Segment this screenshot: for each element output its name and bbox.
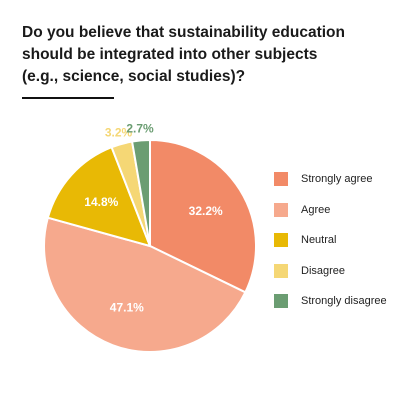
chart-title: Do you believe that sustainability educa… [22,22,392,88]
legend-item-disagree: Disagree [274,263,404,278]
legend-label: Strongly disagree [301,295,387,307]
pie-slice-neutral [46,145,152,248]
data-label-neutral: 14.8% [84,195,118,209]
legend-label: Strongly agree [301,173,373,185]
chart-title-line: (e.g., science, social studies)? [22,68,246,85]
data-label-strongly-agree: 32.2% [189,204,223,218]
data-label-agree: 47.1% [110,301,144,315]
pie-slice-strongly-agree [149,138,257,294]
pie-slice-strongly-disagree [130,138,151,247]
legend-label: Disagree [301,264,346,277]
legend-item-strongly-disagree: Strongly disagree [274,294,404,308]
chart-title-line: Do you believe that sustainability educa… [22,24,345,41]
legend-label: Neutral [301,234,337,246]
legend-item-agree: Agree [274,202,404,217]
chart-legend: Strongly agree Agree Neutral Disagree St… [274,172,404,325]
legend-swatch [274,202,288,217]
chart-title-line: should be integrated into other subjects [22,46,318,63]
data-label-disagree: 3.2% [105,125,133,139]
data-label-strongly-disagree: 2.7% [126,121,154,135]
pie-slice-agree [43,216,247,353]
legend-label: Agree [301,203,331,216]
title-underline [22,97,114,99]
legend-item-strongly-agree: Strongly agree [274,172,404,186]
legend-swatch [274,233,288,247]
legend-swatch [274,294,288,308]
legend-swatch [274,172,288,186]
legend-swatch [274,263,288,278]
legend-item-neutral: Neutral [274,233,404,247]
